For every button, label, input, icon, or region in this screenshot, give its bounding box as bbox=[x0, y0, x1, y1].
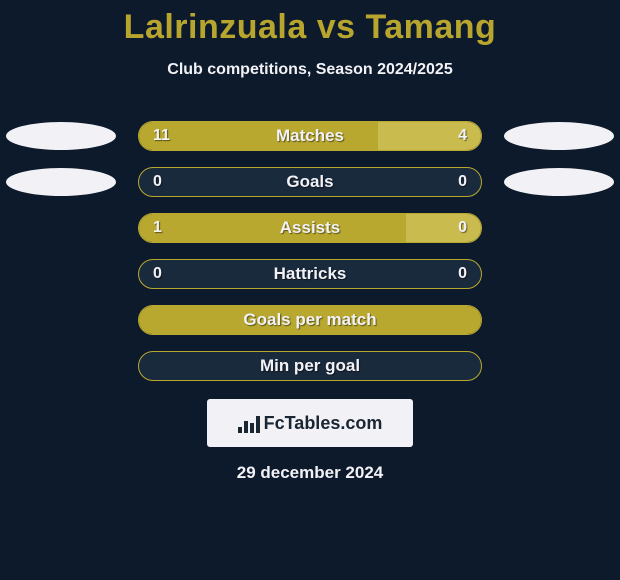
stat-left-value: 1 bbox=[153, 214, 162, 242]
stat-left-value: 11 bbox=[153, 122, 170, 150]
comparison-row: 0 0 Hattricks bbox=[0, 251, 620, 297]
stat-bar-right-fill bbox=[406, 214, 481, 242]
stat-label: Goals bbox=[286, 168, 333, 196]
comparison-rows: 11 4 Matches 0 0 Goals 1 0 Assists 0 0 Hattricks Goa… bbox=[0, 113, 620, 389]
stat-right-value: 4 bbox=[458, 122, 467, 150]
comparison-row: 11 4 Matches bbox=[0, 113, 620, 159]
comparison-row: 0 0 Goals bbox=[0, 159, 620, 205]
comparison-row: Min per goal bbox=[0, 343, 620, 389]
comparison-row: 1 0 Assists bbox=[0, 205, 620, 251]
stat-bar: Goals per match bbox=[138, 305, 482, 335]
player-left-ellipse bbox=[6, 168, 116, 196]
logo-text: FcTables.com bbox=[264, 413, 383, 434]
player-right-ellipse bbox=[504, 122, 614, 150]
stat-left-value: 0 bbox=[153, 260, 162, 288]
stat-bar: Min per goal bbox=[138, 351, 482, 381]
stat-bar: 1 0 Assists bbox=[138, 213, 482, 243]
comparison-row: Goals per match bbox=[0, 297, 620, 343]
stat-label: Assists bbox=[280, 214, 340, 242]
player-left-ellipse bbox=[6, 122, 116, 150]
stat-right-value: 0 bbox=[458, 168, 467, 196]
stat-label: Matches bbox=[276, 122, 344, 150]
page-subtitle: Club competitions, Season 2024/2025 bbox=[0, 61, 620, 79]
stat-right-value: 0 bbox=[458, 260, 467, 288]
stat-right-value: 0 bbox=[458, 214, 467, 242]
stat-label: Goals per match bbox=[243, 306, 376, 334]
footer-date: 29 december 2024 bbox=[0, 463, 620, 483]
stat-bar: 0 0 Hattricks bbox=[138, 259, 482, 289]
stat-label: Min per goal bbox=[260, 352, 360, 380]
logo-box: FcTables.com bbox=[207, 399, 413, 447]
stat-bar: 0 0 Goals bbox=[138, 167, 482, 197]
player-right-ellipse bbox=[504, 168, 614, 196]
stat-left-value: 0 bbox=[153, 168, 162, 196]
bars-icon bbox=[238, 413, 260, 433]
page-title: Lalrinzuala vs Tamang bbox=[0, 0, 620, 47]
stat-bar: 11 4 Matches bbox=[138, 121, 482, 151]
page-root: Lalrinzuala vs Tamang Club competitions,… bbox=[0, 0, 620, 580]
stat-bar-left-fill bbox=[139, 214, 406, 242]
stat-label: Hattricks bbox=[274, 260, 347, 288]
